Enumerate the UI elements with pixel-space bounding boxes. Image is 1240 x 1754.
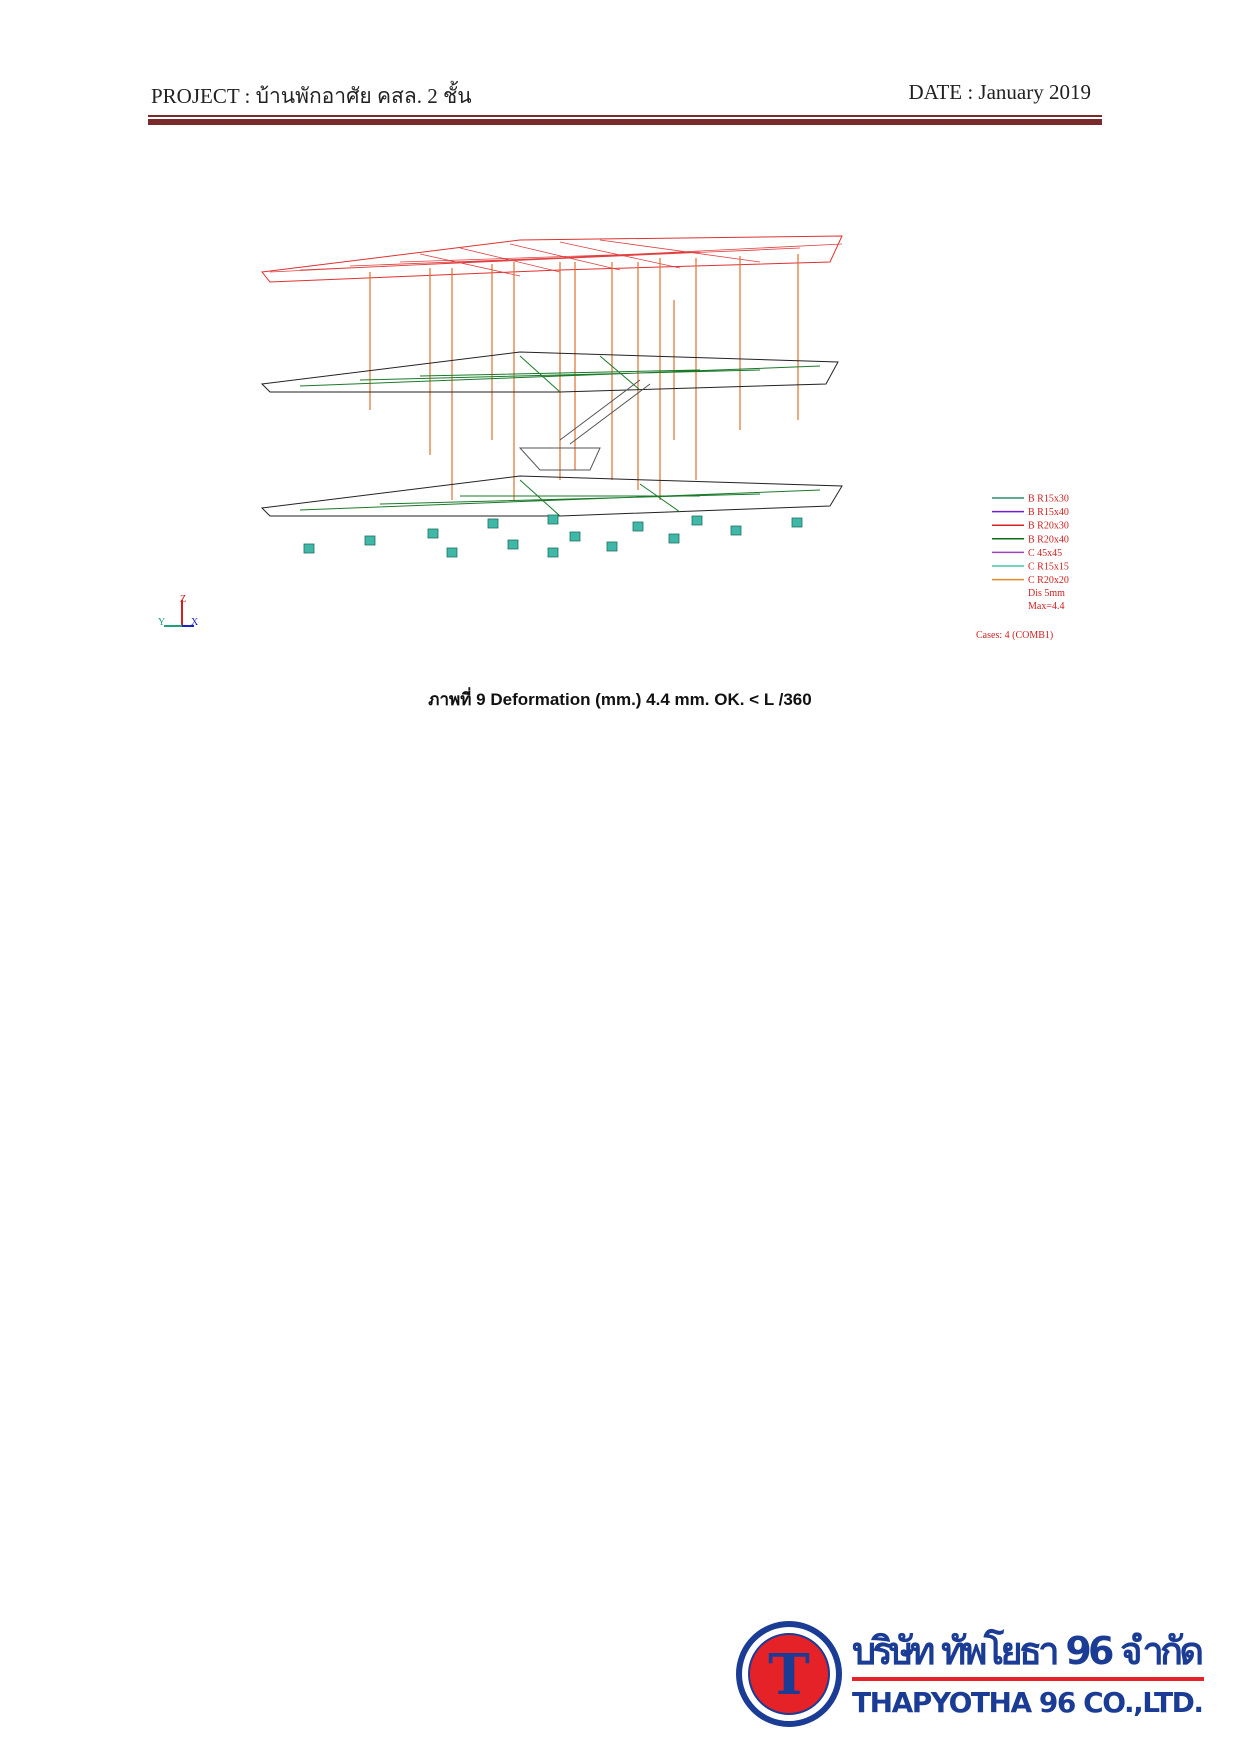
logo-letter: T (768, 1642, 810, 1708)
axis-y: Y (158, 617, 165, 628)
company-en: THAPYOTHA 96 CO.,LTD. (852, 1686, 1204, 1719)
axis-icon: Z X Y (158, 594, 199, 628)
legend-label: B R20x30 (1028, 521, 1069, 532)
caption: ภาพที่ 9 Deformation (mm.) 4.4 mm. OK. <… (428, 690, 812, 709)
project: PROJECT : บ้านพักอาศัย คสล. 2 ชั้น (151, 84, 472, 108)
axis-z: Z (180, 594, 186, 605)
date: DATE : January 2019 (908, 80, 1091, 104)
legend-label: C R20x20 (1028, 575, 1069, 586)
legend-label: B R15x30 (1028, 494, 1069, 505)
legend-label: B R15x40 (1028, 507, 1069, 518)
structure-drawing (260, 235, 843, 558)
header-rule (148, 115, 1102, 117)
legend: B R15x30 B R15x40 B R20x30 B R20x40 C 45x45 C… (992, 494, 1069, 586)
axis-x: X (191, 617, 199, 628)
legend-label: C 45x45 (1028, 548, 1062, 559)
company-th: บริษัท ทัพโยธา 96 จำกัด (852, 1628, 1204, 1673)
legend-label: C R15x15 (1028, 562, 1069, 573)
cases: Cases: 4 (COMB1) (976, 630, 1053, 641)
legend-max: Max=4.4 (1028, 601, 1064, 612)
header-rule-thick (148, 119, 1102, 125)
legend-dis: Dis 5mm (1028, 588, 1065, 599)
company-logo: T บริษัท ทัพโยธา 96 จำกัด THAPYOTHA 96 C… (736, 1621, 1204, 1727)
legend-label: B R20x40 (1028, 534, 1069, 545)
